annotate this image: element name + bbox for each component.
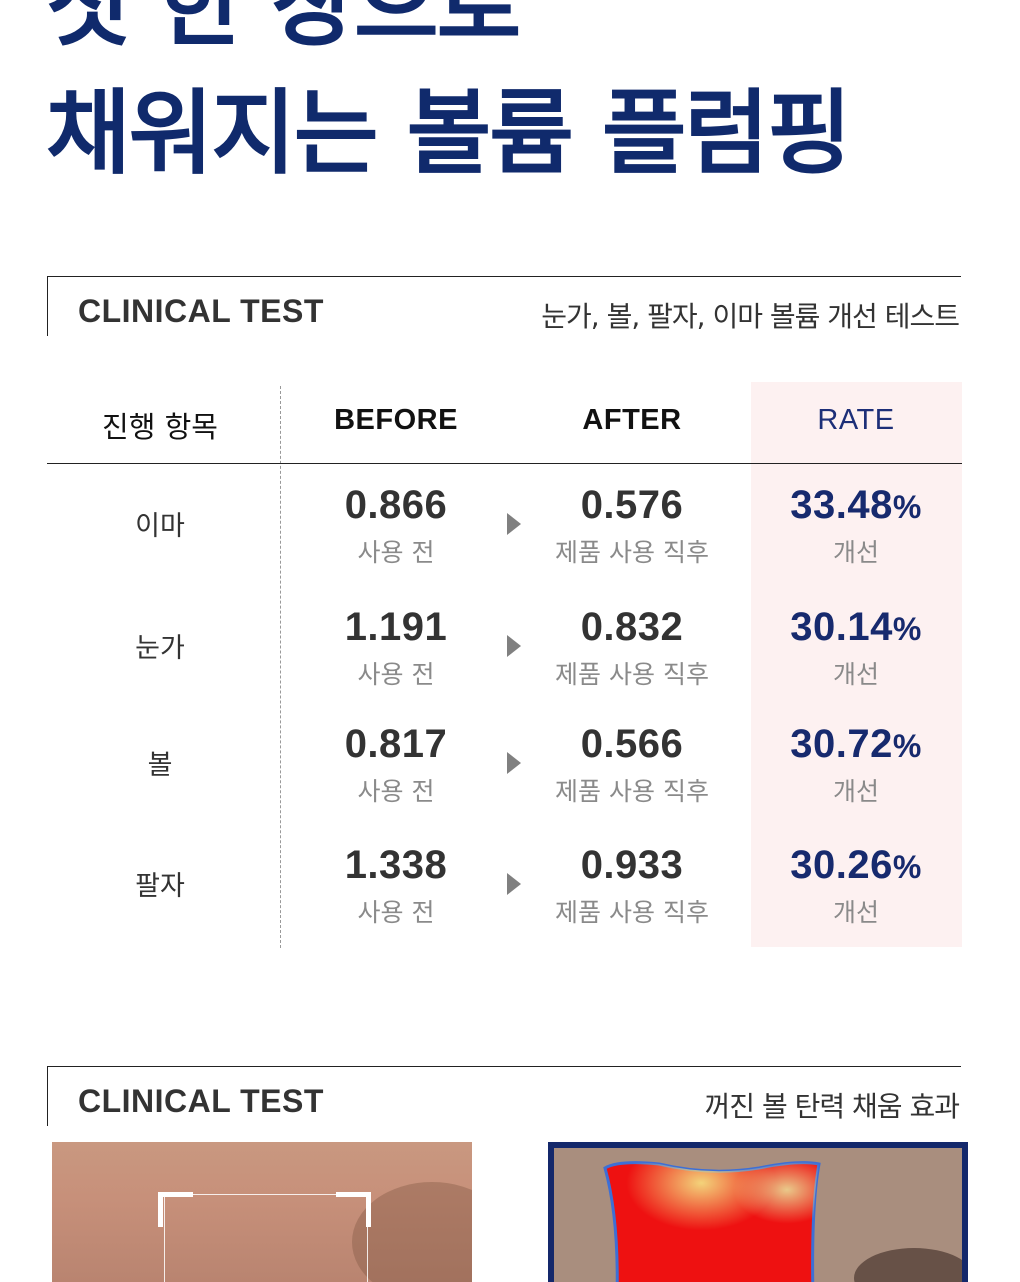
arrow-right-icon [507, 513, 521, 535]
rate-value: 30.72% [790, 722, 922, 766]
before-label: 사용 전 [357, 898, 435, 927]
row-item: 눈가 [135, 633, 185, 664]
headline-line-2: 채워지는 볼륨 플럼핑 [46, 80, 852, 187]
measurement-frame [164, 1194, 368, 1282]
skin-shadow [854, 1248, 962, 1282]
table-row: 팔자 1.338 사용 전 0.933 제품 사용 직후 30.26% 개선 [0, 823, 1020, 933]
after-value: 0.933 [580, 843, 684, 887]
after-label: 제품 사용 직후 [555, 538, 709, 567]
rate-value: 30.14% [790, 605, 922, 649]
before-value: 0.866 [344, 483, 448, 527]
frame-corner-top-left [158, 1192, 193, 1227]
rate-label: 개선 [832, 777, 879, 806]
after-value: 0.832 [580, 605, 684, 649]
after-label: 제품 사용 직후 [555, 660, 709, 689]
section-title: CLINICAL TEST [78, 293, 324, 329]
table-row: 볼 0.817 사용 전 0.566 제품 사용 직후 30.72% 개선 [0, 702, 1020, 812]
section-title: CLINICAL TEST [78, 1083, 324, 1119]
table-row: 이마 0.866 사용 전 0.576 제품 사용 직후 33.48% 개선 [0, 463, 1020, 573]
column-divider [280, 386, 281, 948]
after-label: 제품 사용 직후 [555, 777, 709, 806]
arrow-right-icon [507, 635, 521, 657]
arrow-right-icon [507, 873, 521, 895]
rate-label: 개선 [832, 660, 879, 689]
before-value: 1.338 [344, 843, 448, 887]
row-item: 볼 [147, 750, 173, 781]
before-value: 1.191 [344, 605, 448, 649]
rate-value: 30.26% [790, 843, 922, 887]
header-before: BEFORE [334, 404, 458, 436]
section-header-volume: CLINICAL TEST 눈가, 볼, 팔자, 이마 볼륨 개선 테스트 [47, 276, 961, 336]
rate-label: 개선 [832, 898, 879, 927]
section-header-elasticity: CLINICAL TEST 꺼진 볼 탄력 채움 효과 [47, 1066, 961, 1126]
rate-column-highlight [751, 382, 962, 947]
after-label: 제품 사용 직후 [555, 898, 709, 927]
header-item: 진행 항목 [102, 410, 218, 444]
row-item: 팔자 [135, 871, 185, 902]
before-label: 사용 전 [357, 777, 435, 806]
header-rate: RATE [817, 404, 895, 436]
before-skin-photo [52, 1142, 472, 1282]
after-value: 0.576 [580, 483, 684, 527]
header-divider [47, 463, 962, 464]
section-subtitle: 눈가, 볼, 팔자, 이마 볼륨 개선 테스트 [541, 300, 960, 333]
header-after: AFTER [582, 404, 682, 436]
frame-corner-top-right [336, 1192, 371, 1227]
before-label: 사용 전 [357, 538, 435, 567]
rate-value: 33.48% [790, 483, 922, 527]
row-item: 이마 [135, 511, 185, 542]
before-label: 사용 전 [357, 660, 435, 689]
heatmap-skin-photo [548, 1142, 968, 1282]
table-row: 눈가 1.191 사용 전 0.832 제품 사용 직후 30.14% 개선 [0, 585, 1020, 695]
after-value: 0.566 [580, 722, 684, 766]
before-value: 0.817 [344, 722, 448, 766]
rate-label: 개선 [832, 538, 879, 567]
arrow-right-icon [507, 752, 521, 774]
section-subtitle: 꺼진 볼 탄력 채움 효과 [704, 1090, 960, 1123]
heatmap-overlay [603, 1161, 821, 1282]
headline-line-1: 첫 한 장으로 [46, 0, 521, 59]
